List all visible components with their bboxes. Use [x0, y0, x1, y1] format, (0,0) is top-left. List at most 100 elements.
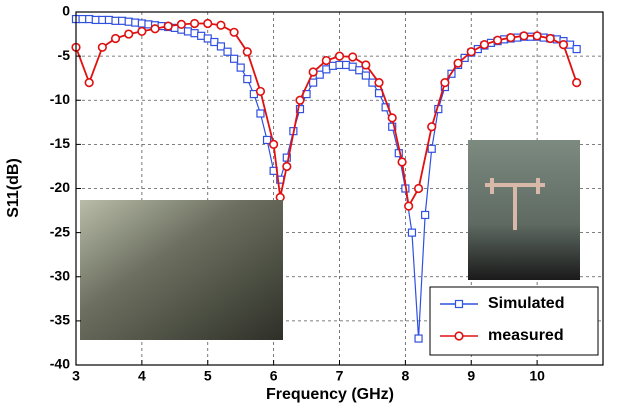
marker	[506, 32, 516, 43]
marker	[397, 157, 407, 167]
marker	[256, 109, 265, 118]
marker	[413, 183, 424, 194]
y-tick-label: -5	[58, 47, 71, 63]
marker	[519, 31, 529, 41]
marker	[91, 15, 100, 25]
y-tick-label: -30	[50, 267, 70, 283]
marker	[190, 29, 199, 38]
marker	[388, 122, 397, 131]
y-tick-label: -35	[50, 312, 70, 328]
marker	[493, 35, 503, 45]
marker	[404, 201, 414, 211]
marker	[230, 54, 239, 63]
legend-marker	[454, 299, 464, 309]
marker	[223, 47, 232, 56]
marker	[558, 40, 569, 50]
marker	[427, 144, 436, 153]
marker	[203, 18, 213, 29]
marker	[295, 95, 305, 105]
marker	[572, 44, 581, 54]
marker	[216, 20, 226, 30]
marker	[242, 47, 252, 57]
marker	[236, 63, 245, 72]
marker	[387, 113, 397, 123]
marker	[282, 153, 291, 162]
x-tick-label: 6	[270, 368, 278, 384]
y-tick-label: -25	[50, 223, 70, 239]
marker	[374, 77, 384, 88]
y-tick-label: -20	[50, 179, 70, 195]
marker	[275, 192, 285, 202]
marker	[150, 24, 160, 34]
marker	[545, 33, 555, 44]
marker	[137, 19, 146, 28]
marker	[421, 210, 430, 220]
marker	[78, 14, 87, 24]
marker	[210, 37, 219, 47]
marker	[321, 55, 331, 66]
marker	[361, 60, 371, 70]
marker	[189, 18, 200, 29]
x-axis-label: Frequency (GHz)	[266, 386, 394, 403]
marker	[348, 52, 358, 62]
marker	[427, 122, 437, 132]
marker	[335, 60, 344, 70]
x-tick-label: 3	[72, 368, 80, 384]
marker	[110, 33, 121, 44]
marker	[118, 16, 127, 25]
marker	[255, 86, 266, 97]
marker	[309, 78, 318, 87]
marker	[243, 74, 252, 84]
marker	[183, 27, 193, 36]
antenna-shape	[485, 178, 545, 230]
x-tick-label: 4	[138, 368, 146, 384]
marker	[355, 66, 364, 75]
x-tick-label: 9	[467, 368, 475, 384]
x-tick-label: 10	[529, 368, 545, 384]
marker	[104, 15, 114, 25]
y-axis-label: S11(dB)	[5, 158, 22, 218]
marker	[532, 31, 542, 41]
x-tick-label: 5	[204, 368, 212, 384]
marker	[572, 77, 582, 88]
marker	[176, 19, 186, 29]
marker	[453, 58, 463, 68]
marker	[466, 47, 476, 57]
marker	[341, 60, 351, 70]
marker	[124, 17, 133, 26]
marker	[85, 14, 94, 24]
y-tick-label: -15	[50, 135, 70, 151]
legend-label: measured	[488, 327, 564, 344]
marker	[203, 34, 212, 43]
marker	[197, 31, 206, 40]
marker	[137, 26, 147, 37]
marker	[269, 139, 279, 149]
marker	[98, 15, 107, 25]
legend-label: Simulated	[488, 295, 564, 312]
legend-marker	[454, 331, 464, 341]
marker	[124, 29, 134, 39]
marker	[295, 104, 305, 114]
marker	[328, 61, 338, 70]
marker	[361, 71, 370, 80]
marker	[111, 16, 120, 25]
marker	[84, 77, 94, 88]
y-tick-label: -40	[50, 356, 70, 372]
y-tick-label: -10	[50, 91, 70, 107]
marker	[216, 42, 226, 51]
marker	[229, 27, 239, 37]
legend	[429, 286, 599, 356]
inset-photo-screen	[80, 200, 283, 340]
marker	[348, 62, 357, 71]
marker	[262, 135, 272, 145]
marker	[282, 161, 292, 172]
marker	[407, 228, 417, 237]
marker	[440, 77, 450, 88]
marker	[131, 18, 140, 27]
marker	[97, 42, 107, 52]
marker	[308, 67, 318, 77]
y-tick-label: 0	[62, 3, 70, 19]
x-tick-label: 7	[336, 368, 344, 384]
